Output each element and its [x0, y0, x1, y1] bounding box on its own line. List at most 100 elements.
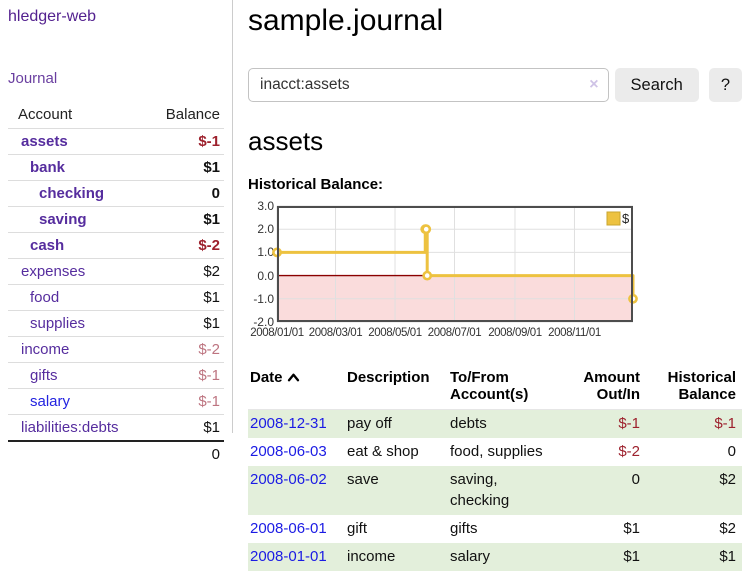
account-link[interactable]: bank [30, 159, 66, 176]
account-link[interactable]: liabilities:debts [21, 419, 119, 436]
transaction-date-link[interactable]: 2008-06-02 [250, 470, 327, 488]
register-header-description: Description [345, 367, 448, 410]
account-balance: 0 [149, 180, 224, 207]
x-axis-tick: 2008/01/01 [250, 327, 304, 339]
account-link[interactable]: checking [39, 185, 105, 202]
account-link[interactable]: income [21, 341, 70, 358]
page-title: sample.journal [248, 4, 444, 37]
description-cell: gift [347, 520, 368, 537]
search-button[interactable]: Search [614, 68, 699, 102]
account-link[interactable]: salary [30, 393, 71, 410]
account-row: gifts $-1 [8, 362, 224, 389]
account-row: assets $-1 [8, 128, 224, 155]
account-balance: $2 [149, 258, 224, 285]
transaction-row: 2008-06-03 eat & shop food, supplies $-2 0 [248, 438, 742, 466]
account-balance: $-2 [149, 336, 224, 363]
account-link[interactable]: cash [30, 237, 65, 254]
date-cell: 2008-06-03 [248, 438, 345, 466]
balance: $2 [719, 520, 736, 537]
sidebar: hledger-web Journal Account Balance asse… [0, 0, 233, 467]
y-axis-tick: 0.0 [257, 268, 274, 283]
account-balance: $1 [149, 284, 224, 311]
balance: $1 [646, 542, 742, 571]
transaction-date-link[interactable]: 2008-12-31 [250, 415, 327, 432]
account-row: bank $1 [8, 154, 224, 181]
transaction-row: 2008-12-31 pay off debts $-1 $-1 [248, 409, 742, 438]
account-link[interactable]: expenses [21, 263, 86, 280]
account-balance: $-2 [149, 232, 224, 259]
accounts-cell: saving, checking [448, 465, 560, 515]
help-button[interactable]: ? [708, 68, 742, 102]
accounts-total-balance: 0 [149, 440, 224, 467]
register-header-to/from: To/From Account(s) [448, 367, 560, 410]
amount: 0 [560, 465, 646, 515]
account-balance: $-1 [149, 362, 224, 389]
accounts-cell: debts [448, 409, 560, 438]
app-title-link[interactable]: hledger-web [8, 8, 97, 25]
description-cell: pay off [345, 409, 448, 438]
x-axis-tick: 2008/07/01 [427, 327, 482, 339]
transaction-date-link[interactable]: 2008-01-01 [250, 547, 327, 565]
account-row: liabilities:debts $1 [8, 414, 224, 441]
date-cell: 2008-01-01 [248, 542, 345, 571]
transaction-date-link[interactable]: 2008-06-01 [250, 520, 327, 537]
account-balance: $-1 [149, 388, 224, 415]
date-cell: 2008-06-01 [248, 515, 345, 543]
y-axis-tick: 3.0 [257, 199, 274, 213]
x-axis-tick: 2008/05/01 [368, 327, 422, 339]
main-content: sample.journal × Search ? assets Histori… [248, 0, 742, 571]
account-balance: $1 [149, 206, 224, 233]
amount: $1 [623, 520, 640, 537]
sidebar-nav: Journal [8, 70, 224, 88]
y-axis-tick: 2.0 [257, 222, 274, 237]
register-header-date[interactable]: Date [248, 367, 345, 410]
plot-area: $ [272, 205, 638, 323]
y-axis-tick: 1.0 [257, 245, 274, 260]
clear-search-icon[interactable]: × [589, 76, 599, 93]
account-row: checking 0 [8, 180, 224, 207]
account-balance: $1 [149, 414, 224, 441]
accounts-table: Account Balance assets $-1 bank $1 checking 0… [8, 106, 224, 467]
account-link[interactable]: supplies [30, 315, 86, 332]
register-table: Date Description To/From Account(s) Amount … [248, 367, 742, 571]
x-axis-tick: 2008/11/01 [548, 327, 601, 339]
account-row: food $1 [8, 284, 224, 311]
account-link[interactable]: gifts [30, 367, 58, 384]
accounts-header-balance: Balance [165, 106, 220, 123]
transaction-row: 2008-06-01 gift gifts $1 $2 [248, 515, 742, 543]
account-link[interactable]: assets [21, 133, 68, 150]
description-cell: save [345, 465, 448, 515]
accounts-total-row: 0 [8, 440, 224, 467]
account-row: income $-2 [8, 336, 224, 363]
search-input[interactable] [248, 68, 609, 102]
x-axis-tick: 2008/03/01 [308, 327, 363, 339]
balance: $2 [646, 465, 742, 515]
account-balance: $1 [149, 154, 224, 181]
account-link[interactable]: saving [39, 211, 87, 228]
legend: $ [606, 211, 630, 226]
date-cell: 2008-12-31 [248, 409, 345, 438]
amount: $-1 [560, 409, 646, 438]
account-link[interactable]: food [30, 289, 60, 306]
account-balance: $1 [149, 310, 224, 337]
amount: $1 [560, 542, 646, 571]
account-row: supplies $1 [8, 310, 224, 337]
account-row: expenses $2 [8, 258, 224, 285]
register-header-amount: Amount Out/In [560, 367, 646, 410]
transaction-row: 2008-06-02 save saving, checking 0 $2 [248, 465, 742, 515]
accounts-cell: salary [448, 542, 560, 571]
description-cell: income [345, 542, 448, 571]
sort-ascending-icon [287, 369, 300, 386]
search-bar: × Search ? [248, 68, 742, 102]
transaction-date-link[interactable]: 2008-06-03 [250, 442, 327, 460]
svg-text:$: $ [622, 211, 630, 226]
account-row: salary $-1 [8, 388, 224, 415]
y-axis-tick: -2.0 [253, 315, 274, 329]
journal-link[interactable]: Journal [8, 70, 58, 87]
balance: $-1 [646, 409, 742, 438]
accounts-header-account: Account [18, 106, 73, 123]
date-cell: 2008-06-02 [248, 465, 345, 515]
register-header-historical: Historical Balance [646, 367, 742, 410]
account-row: saving $1 [8, 206, 224, 233]
account-heading: assets [248, 126, 324, 156]
